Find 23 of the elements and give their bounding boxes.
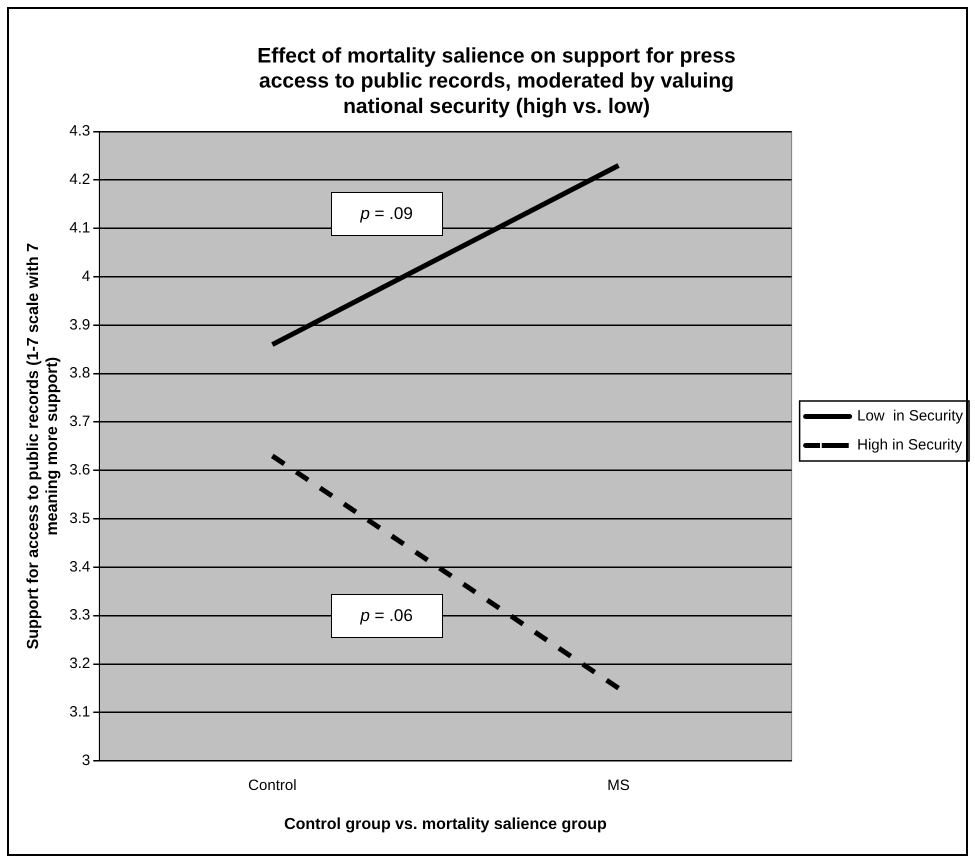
y-tick-label: 3.9 [69, 316, 90, 334]
chart-title: Effect of mortality salience on support for press access to public records, moderated by valuing national security (high vs. low) [257, 44, 736, 118]
y-tick-label: 4.2 [69, 171, 90, 188]
y-axis-title: Support for access to public records (1-7 scale with 7 meaning more support) [25, 242, 62, 650]
y-tick-label: 3.3 [69, 606, 90, 624]
y-tick-label: 3.7 [69, 413, 90, 430]
y-tick-label: 3.4 [69, 558, 90, 576]
x-tick-label: MS [607, 776, 630, 794]
x-tick-label: Control [248, 776, 297, 794]
legend-label: Low in Security [857, 408, 964, 425]
y-tick-label: 3.1 [69, 704, 90, 721]
y-tick-label: 3.5 [69, 510, 90, 527]
y-tick-label: 3.6 [69, 462, 90, 479]
y-tick-label: 4 [82, 268, 90, 285]
y-tick-label: 3.8 [69, 364, 90, 382]
y-tick-label: 3 [82, 752, 90, 769]
note-box: p = .09 [330, 192, 443, 236]
y-tick-label: 4.1 [69, 220, 90, 237]
y-tick-label: 4.3 [69, 122, 90, 140]
x-axis-title: Control group vs. mortality salience group [284, 816, 608, 833]
legend-label: High in Security [857, 436, 963, 454]
y-tick-label: 3.2 [69, 655, 90, 672]
note-box: p = .06 [330, 594, 443, 638]
